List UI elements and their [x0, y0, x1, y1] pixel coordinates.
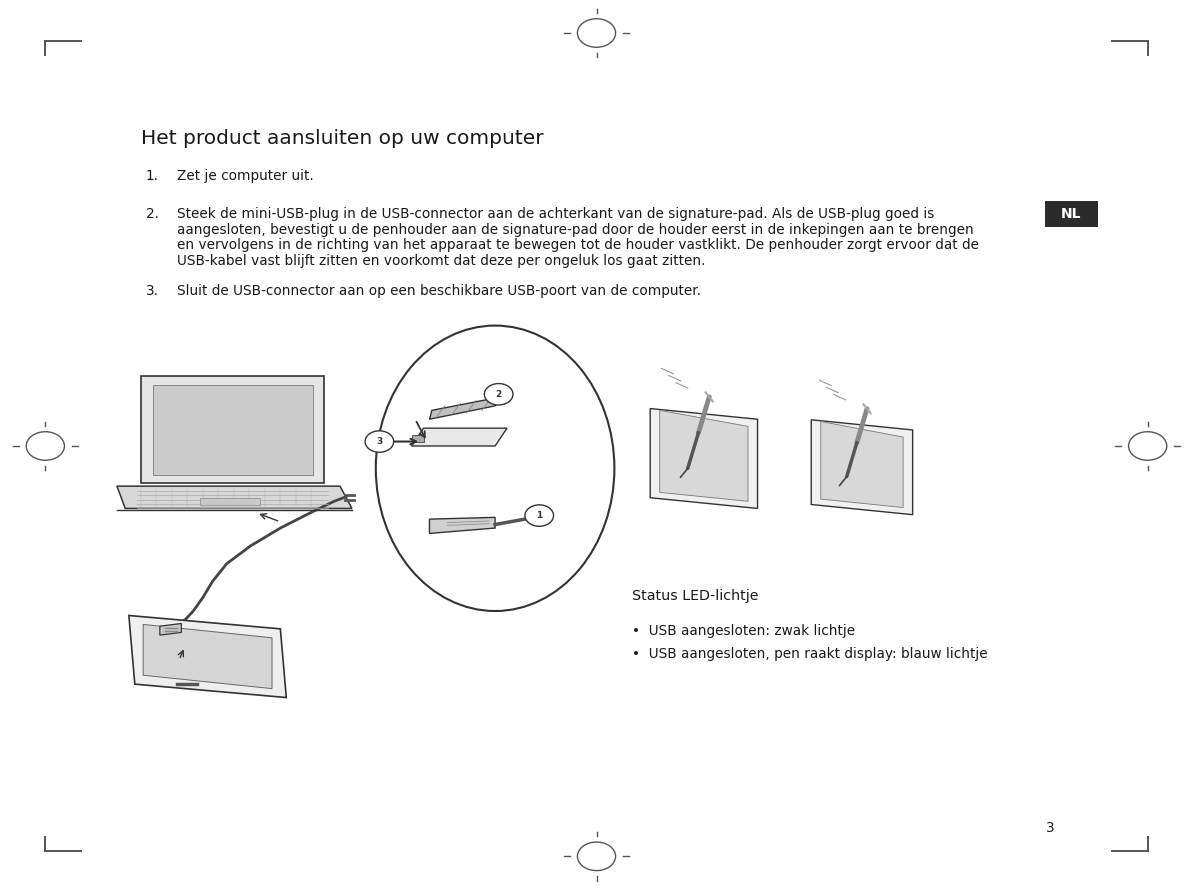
- Text: •  USB aangesloten, pen raakt display: blauw lichtje: • USB aangesloten, pen raakt display: bl…: [632, 647, 988, 661]
- Text: en vervolgens in de richting van het apparaat te bewegen tot de houder vastklikt: en vervolgens in de richting van het app…: [177, 238, 978, 252]
- Text: USB-kabel vast blijft zitten en voorkomt dat deze per ongeluk los gaat zitten.: USB-kabel vast blijft zitten en voorkomt…: [177, 253, 705, 268]
- Circle shape: [484, 384, 513, 405]
- Text: Sluit de USB-connector aan op een beschikbare USB-poort van de computer.: Sluit de USB-connector aan op een beschi…: [177, 284, 700, 298]
- Polygon shape: [650, 409, 758, 508]
- Text: 1: 1: [536, 511, 543, 520]
- Polygon shape: [412, 435, 424, 442]
- Polygon shape: [200, 498, 260, 505]
- Text: 3.: 3.: [146, 284, 159, 298]
- FancyBboxPatch shape: [1045, 201, 1098, 227]
- Polygon shape: [160, 624, 181, 635]
- Text: 3: 3: [1045, 821, 1055, 835]
- Polygon shape: [153, 385, 313, 475]
- Circle shape: [365, 431, 394, 452]
- Polygon shape: [660, 410, 748, 501]
- Polygon shape: [811, 420, 913, 515]
- Circle shape: [525, 505, 554, 526]
- Polygon shape: [821, 422, 903, 508]
- Text: Zet je computer uit.: Zet je computer uit.: [177, 169, 314, 184]
- Polygon shape: [412, 428, 507, 446]
- Text: 3: 3: [376, 437, 383, 446]
- Text: aangesloten, bevestigt u de penhouder aan de signature-pad door de houder eerst : aangesloten, bevestigt u de penhouder aa…: [177, 222, 973, 236]
- Polygon shape: [429, 397, 501, 419]
- Text: NL: NL: [1061, 207, 1082, 221]
- Text: Steek de mini-USB-plug in de USB-connector aan de achterkant van de signature-pa: Steek de mini-USB-plug in de USB-connect…: [177, 207, 934, 221]
- Polygon shape: [429, 517, 495, 533]
- Ellipse shape: [376, 326, 614, 611]
- Text: 2.: 2.: [146, 207, 159, 221]
- Polygon shape: [141, 376, 324, 483]
- Text: 2: 2: [495, 390, 502, 399]
- Text: 1.: 1.: [146, 169, 159, 184]
- Text: Status LED-lichtje: Status LED-lichtje: [632, 589, 759, 603]
- Polygon shape: [143, 624, 272, 689]
- Text: •  USB aangesloten: zwak lichtje: • USB aangesloten: zwak lichtje: [632, 624, 855, 639]
- Polygon shape: [129, 615, 286, 698]
- Polygon shape: [117, 486, 352, 508]
- Text: Het product aansluiten op uw computer: Het product aansluiten op uw computer: [141, 129, 543, 148]
